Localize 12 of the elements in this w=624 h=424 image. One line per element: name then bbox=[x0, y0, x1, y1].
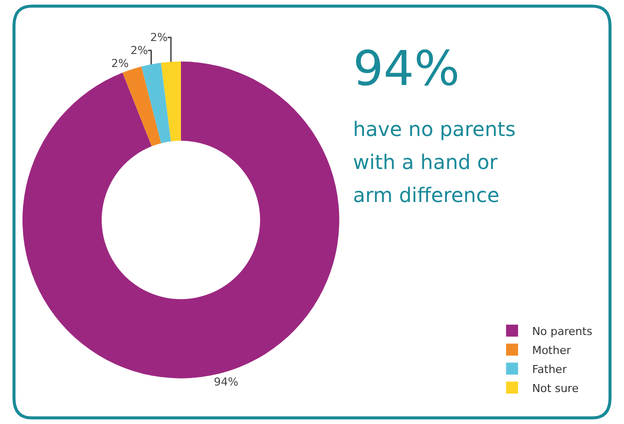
data-label: 94% bbox=[214, 375, 238, 388]
text: with a hand or bbox=[353, 150, 498, 174]
text: have no parents bbox=[353, 117, 516, 141]
text: arm difference bbox=[353, 183, 500, 207]
legend-label: Mother bbox=[532, 344, 572, 357]
data-label: 2% bbox=[111, 56, 129, 70]
text: 94% bbox=[353, 41, 460, 97]
data-label: 2% bbox=[130, 44, 148, 57]
legend-label: Father bbox=[532, 362, 568, 376]
legend-label: Not sure bbox=[532, 382, 579, 395]
data-label: 2% bbox=[150, 30, 168, 44]
legend-label: No parents bbox=[532, 324, 593, 338]
